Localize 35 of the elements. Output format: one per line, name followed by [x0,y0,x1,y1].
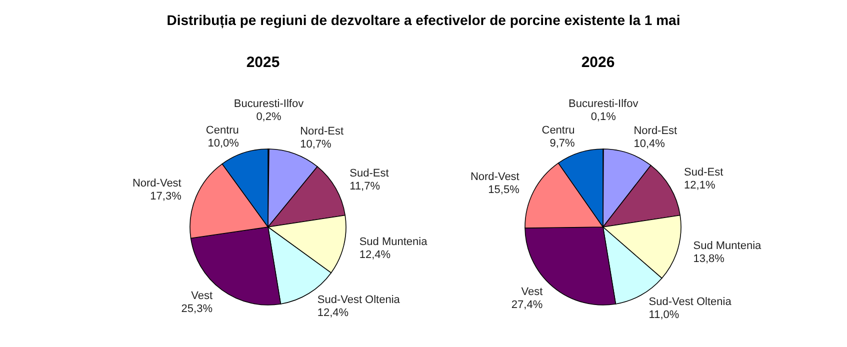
data-label: 10,4% [634,138,666,150]
data-label: 15,5% [488,184,520,196]
slice-label: Nord-Vest [132,177,182,190]
slice-label: Bucuresti-Ilfov [234,98,304,110]
data-label: 10,0% [208,138,240,150]
slice-label: Nord-Est [634,125,678,138]
data-label: 27,4% [511,299,543,312]
slice-label: Sud Muntenia [693,240,762,252]
data-label: 11,7% [350,180,380,192]
slice-label: Centru [542,124,575,136]
data-label: 12,4% [359,249,391,262]
data-label: 13,8% [693,253,725,266]
data-label: 0,1% [590,111,616,123]
data-label: 25,3% [181,302,213,315]
chart-subtitle: 2025 [245,54,281,71]
slice-label: Sud-Vest Oltenia [648,296,732,308]
data-label: 10,7% [300,138,332,151]
data-label: 12,4% [317,306,349,319]
data-label: 9,7% [550,137,576,150]
slice-label: Vest [521,286,543,298]
chart-title: Distribuția pe regiuni de dezvoltare a efectivelor de porcine existente la 1 mai [166,12,682,28]
slice-label: Bucuresti-Ilfov [568,98,639,110]
chart-subtitle: 2026 [580,54,616,71]
slice-label: Sud-Est [684,166,724,178]
data-label: 0,2% [256,111,282,123]
slice-label: Sud Muntenia [359,236,428,248]
data-label: 17,3% [150,190,182,202]
data-label: 12,1% [684,179,716,192]
slice-label: Nord-Est [300,126,344,138]
slice-label: Nord-Vest [470,171,520,184]
data-label: 11,0% [648,309,680,322]
slice-label: Sud-Vest Oltenia [317,294,401,306]
slice-label: Sud-Est [350,167,389,180]
slice-label: Vest [191,290,213,302]
slice-label: Centru [206,124,239,137]
